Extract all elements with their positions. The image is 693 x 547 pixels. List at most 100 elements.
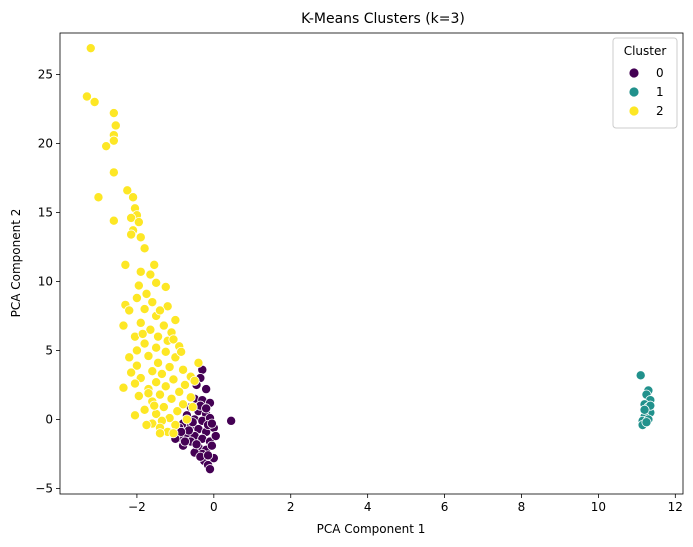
legend-label: 0 [656, 66, 664, 80]
data-point [154, 305, 165, 316]
data-point [151, 342, 162, 353]
data-point [145, 269, 156, 280]
data-point [135, 317, 146, 328]
x-axis: −2 0 2 4 6 8 10 12 [128, 494, 683, 514]
data-point [160, 381, 171, 392]
points-layer [81, 43, 656, 475]
data-point [166, 393, 177, 404]
plot-area [59, 32, 684, 495]
data-point [122, 185, 133, 196]
y-tick-label: 20 [38, 136, 53, 150]
data-point [206, 440, 217, 451]
series-cluster-0 [170, 364, 237, 475]
y-tick-label: 10 [38, 274, 53, 288]
data-point [139, 404, 150, 415]
data-point [149, 400, 160, 411]
data-point [201, 403, 212, 414]
data-point [160, 346, 171, 357]
data-point [133, 391, 144, 402]
data-point [126, 367, 137, 378]
data-point [108, 215, 119, 226]
x-axis-label: PCA Component 1 [317, 522, 426, 536]
data-point [153, 331, 164, 342]
data-point [145, 324, 156, 335]
data-point [133, 280, 144, 291]
data-point [154, 389, 165, 400]
y-tick-label: 5 [45, 343, 53, 357]
data-point [133, 217, 144, 228]
data-point [162, 301, 173, 312]
data-point [151, 377, 162, 388]
data-point [126, 212, 137, 223]
data-point [139, 338, 150, 349]
plot-frame [59, 32, 684, 495]
data-point [126, 229, 137, 240]
data-point [178, 364, 189, 375]
data-point [156, 368, 167, 379]
legend-label: 2 [656, 104, 664, 118]
x-tick-label: 2 [287, 500, 295, 514]
data-point [187, 402, 198, 413]
data-point [179, 379, 190, 390]
data-point [185, 392, 196, 403]
y-tick-label: 0 [45, 412, 53, 426]
data-point [154, 428, 165, 439]
data-point [635, 370, 646, 381]
data-point [179, 436, 190, 447]
legend: Cluster 0 1 2 [612, 37, 678, 129]
x-tick-label: 8 [518, 500, 526, 514]
data-point [147, 366, 158, 377]
data-point [170, 315, 181, 326]
series-cluster-1 [635, 370, 656, 430]
data-point [120, 259, 131, 270]
data-point [203, 450, 214, 461]
data-point [206, 418, 217, 429]
data-point [118, 320, 129, 331]
data-point [210, 431, 221, 442]
data-point [168, 334, 179, 345]
data-point [143, 388, 154, 399]
legend-marker [628, 105, 640, 117]
data-point [128, 192, 139, 203]
data-point [153, 357, 164, 368]
data-point [164, 362, 175, 373]
data-point [135, 266, 146, 277]
x-tick-label: 10 [591, 500, 606, 514]
data-point [191, 439, 202, 450]
data-point [151, 277, 162, 288]
data-point [93, 192, 104, 203]
x-tick-label: 6 [441, 500, 449, 514]
data-point [108, 167, 119, 178]
data-point [176, 346, 187, 357]
data-point [172, 406, 183, 417]
data-point [131, 293, 142, 304]
data-point [160, 281, 171, 292]
data-point [189, 375, 200, 386]
data-point [174, 386, 185, 397]
series-cluster-2 [81, 43, 204, 439]
x-tick-label: 0 [210, 500, 218, 514]
data-point [181, 414, 192, 425]
legend-label: 1 [656, 85, 664, 99]
legend-marker [628, 86, 640, 98]
data-point [85, 43, 96, 54]
data-point [81, 91, 92, 102]
data-point [226, 415, 237, 426]
data-point [147, 297, 158, 308]
legend-title: Cluster [624, 44, 667, 58]
chart-title: K-Means Clusters (k=3) [301, 11, 465, 27]
x-tick-label: 4 [364, 500, 372, 514]
data-point [168, 428, 179, 439]
data-point [193, 357, 204, 368]
y-tick-label: 25 [38, 67, 53, 81]
data-point [201, 384, 212, 395]
data-point [118, 382, 129, 393]
data-point [639, 404, 650, 415]
x-tick-label: −2 [128, 500, 146, 514]
data-point [129, 378, 140, 389]
y-axis: −5 0 5 10 15 20 25 [35, 67, 60, 495]
data-point [168, 374, 179, 385]
data-point [124, 305, 135, 316]
data-point [170, 419, 181, 430]
data-point [158, 402, 169, 413]
